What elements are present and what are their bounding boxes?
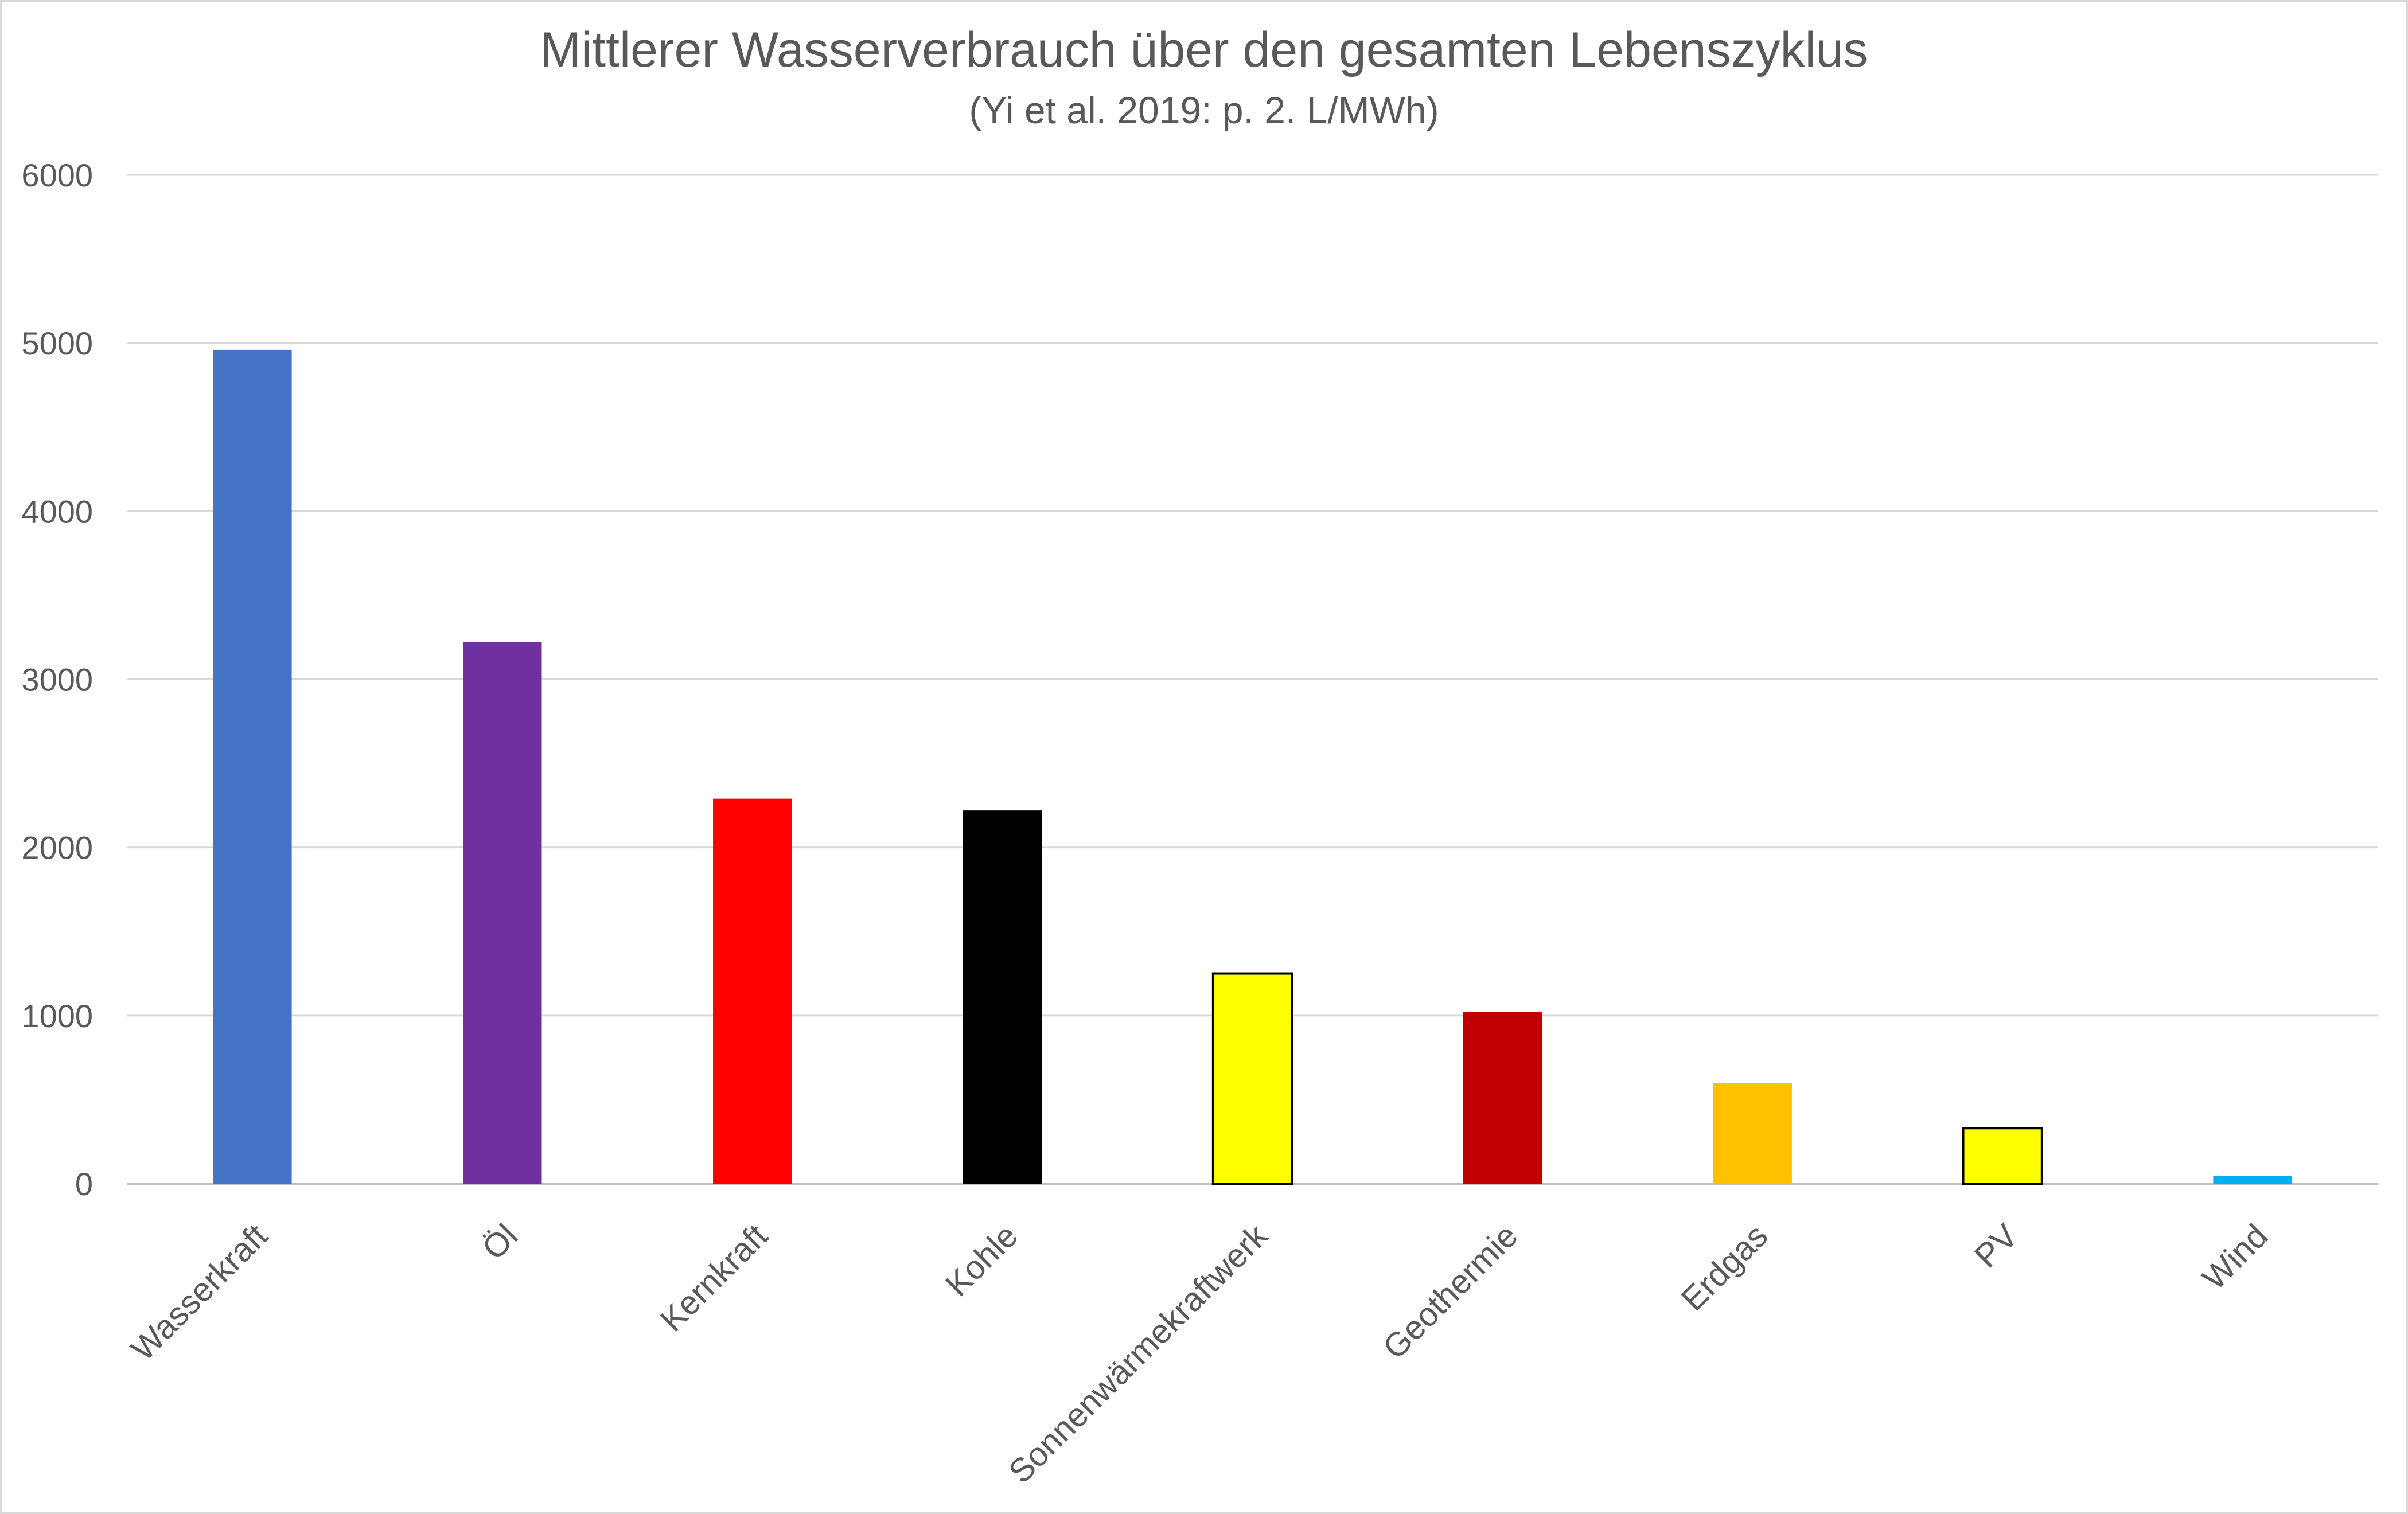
bar-kohle — [963, 810, 1042, 1184]
x-category-label: Geothermie — [1376, 1217, 1525, 1366]
x-category-label: Wasserkraft — [124, 1217, 275, 1368]
x-category-label: Erdgas — [1674, 1217, 1775, 1318]
y-tick-label: 1000 — [21, 998, 93, 1034]
y-tick-label: 4000 — [21, 493, 93, 529]
x-category-label: Öl — [475, 1217, 525, 1267]
y-tick-label: 0 — [75, 1166, 93, 1202]
x-category-label: Kernkraft — [653, 1217, 775, 1339]
bar-pv — [1962, 1127, 2043, 1185]
y-tick-label: 5000 — [21, 325, 93, 361]
bar-sonnenwärmekraftwerk — [1211, 972, 1293, 1185]
y-tick-label: 6000 — [21, 157, 93, 193]
y-tick-label: 2000 — [21, 830, 93, 866]
bar-kernkraft — [713, 798, 792, 1184]
chart-subtitle: (Yi et al. 2019: p. 2. L/MWh) — [969, 89, 1439, 131]
chart-title: Mittlerer Wasserverbrauch über den gesam… — [540, 22, 1868, 77]
bar-wasserkraft — [213, 349, 292, 1184]
bar-wind — [2213, 1176, 2292, 1184]
x-category-label: PV — [1967, 1217, 2025, 1275]
x-category-label: Sonnenwärmekraftwerk — [1002, 1217, 1275, 1490]
x-category-label: Wind — [2195, 1217, 2275, 1297]
bar-geothermie — [1463, 1012, 1542, 1184]
x-category-label: Kohle — [938, 1217, 1025, 1304]
bar-öl — [463, 642, 542, 1184]
y-tick-label: 3000 — [21, 662, 93, 698]
bar-erdgas — [1713, 1083, 1792, 1184]
